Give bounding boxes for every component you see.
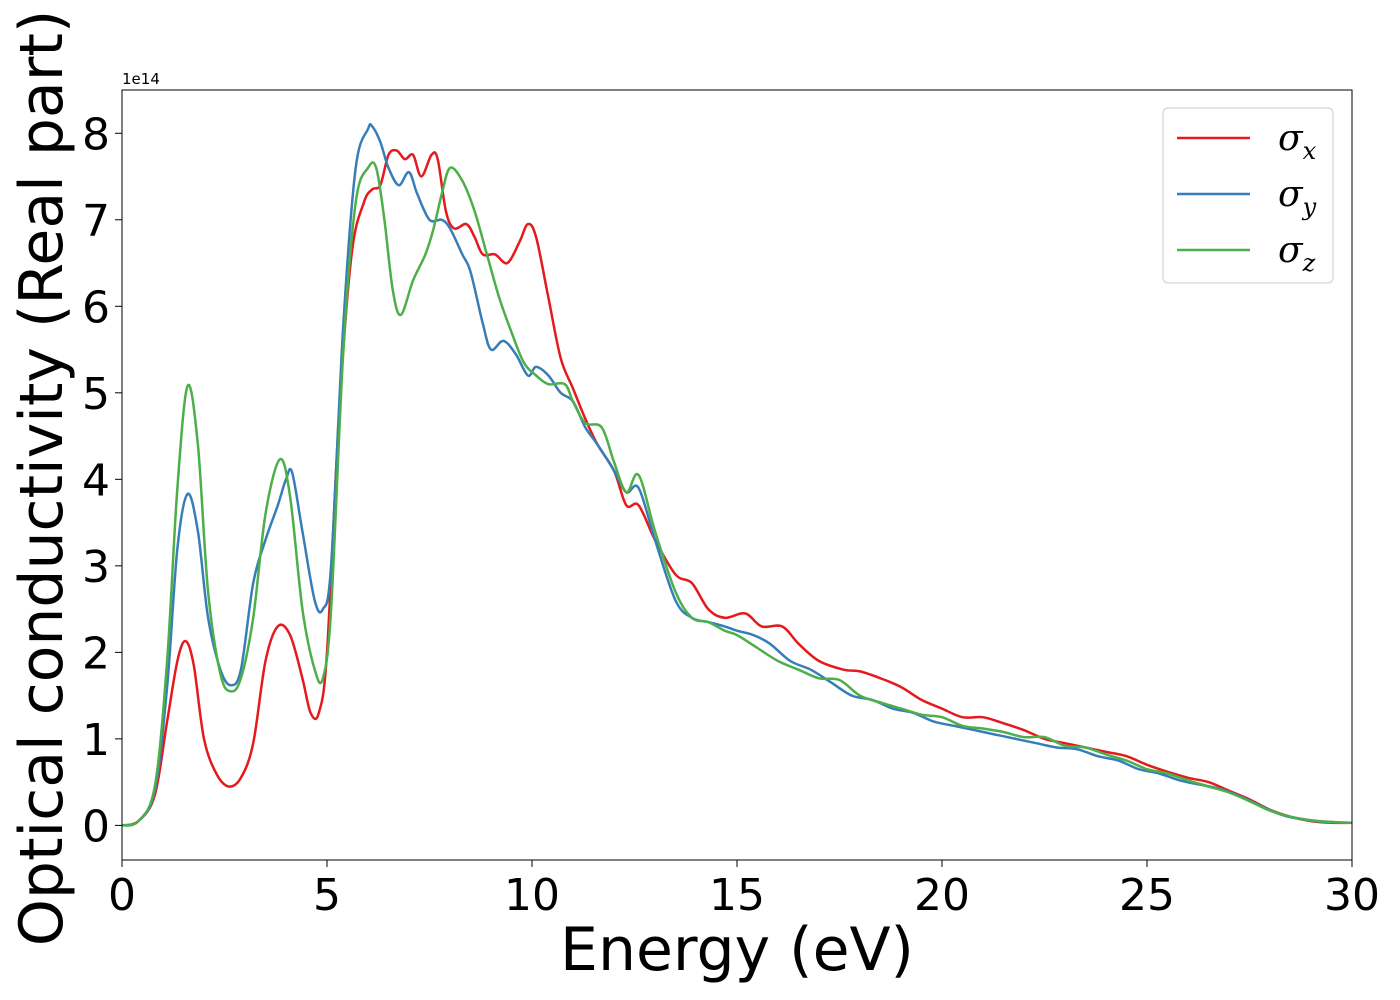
y-tick-label: 5	[82, 369, 110, 420]
x-tick-label: 25	[1119, 870, 1175, 921]
x-tick-label: 5	[313, 870, 341, 921]
y-axis-ticks: 0 1 2 3 4 5 6 7 8	[82, 109, 122, 852]
legend-label-y: σy	[1278, 174, 1317, 221]
legend-label-z: σz	[1278, 230, 1316, 277]
legend-label-x: σx	[1278, 118, 1317, 165]
series-layer	[121, 122, 1353, 827]
y-axis-label: Optical conductivity (Real part)	[7, 10, 77, 947]
y-tick-label: 1	[82, 715, 110, 766]
y-tick-label: 0	[82, 801, 110, 852]
x-tick-label: 0	[108, 870, 136, 921]
y-tick-label: 3	[82, 542, 110, 593]
x-tick-label: 20	[914, 870, 970, 921]
y-tick-label: 6	[82, 282, 110, 333]
y-tick-label: 2	[82, 628, 110, 679]
legend-box	[1162, 107, 1334, 284]
x-axis-label: Energy (eV)	[560, 915, 914, 985]
x-tick-label: 10	[504, 870, 560, 921]
legend: σx σy σz	[1162, 107, 1334, 284]
series-line-z	[121, 161, 1353, 827]
y-tick-label: 8	[82, 109, 110, 160]
x-axis-ticks: 0 5 10 15 20 25 30	[108, 860, 1380, 921]
legend-items: σx σy σz	[1177, 118, 1317, 277]
series-line-x	[121, 148, 1353, 827]
y-axis-offset-text: 1e14	[122, 70, 160, 88]
y-tick-label: 7	[82, 196, 110, 247]
x-tick-label: 30	[1324, 870, 1380, 921]
y-tick-label: 4	[82, 455, 110, 506]
x-tick-label: 15	[709, 870, 765, 921]
series-line-y	[121, 122, 1353, 827]
